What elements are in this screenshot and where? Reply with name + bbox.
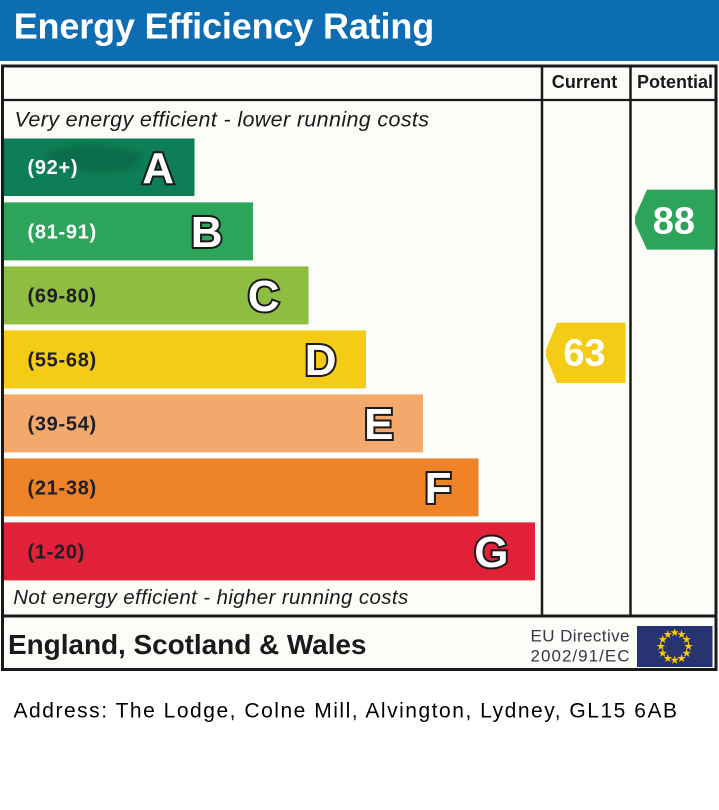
svg-text:(39-54): (39-54) [28, 413, 97, 435]
svg-text:E: E [364, 400, 393, 449]
svg-text:EU Directive: EU Directive [531, 627, 630, 646]
svg-text:Very energy efficient - lower: Very energy efficient - lower running co… [15, 108, 430, 132]
svg-text:Current: Current [552, 72, 618, 92]
svg-text:(55-68): (55-68) [28, 349, 97, 371]
svg-text:(81-91): (81-91) [28, 221, 97, 243]
svg-text:England, Scotland & Wales: England, Scotland & Wales [8, 629, 367, 660]
svg-text:63: 63 [563, 333, 605, 375]
svg-text:G: G [474, 528, 508, 577]
svg-text:2002/91/EC: 2002/91/EC [531, 646, 630, 665]
svg-text:(21-38): (21-38) [28, 477, 97, 499]
svg-text:Energy Efficiency Rating: Energy Efficiency Rating [14, 6, 435, 47]
svg-text:Address: The Lodge, Colne Mill: Address: The Lodge, Colne Mill, Alvingto… [14, 700, 678, 723]
svg-text:A: A [142, 144, 174, 193]
svg-text:C: C [248, 272, 280, 321]
svg-text:B: B [191, 208, 223, 257]
svg-text:Not energy efficient - higher: Not energy efficient - higher running co… [13, 586, 408, 609]
svg-text:D: D [305, 336, 337, 385]
svg-text:88: 88 [653, 200, 695, 242]
svg-text:Potential: Potential [637, 72, 713, 92]
svg-text:(69-80): (69-80) [28, 285, 97, 307]
svg-text:(92+): (92+) [28, 157, 79, 179]
svg-text:F: F [425, 464, 452, 513]
svg-text:(1-20): (1-20) [28, 541, 86, 563]
